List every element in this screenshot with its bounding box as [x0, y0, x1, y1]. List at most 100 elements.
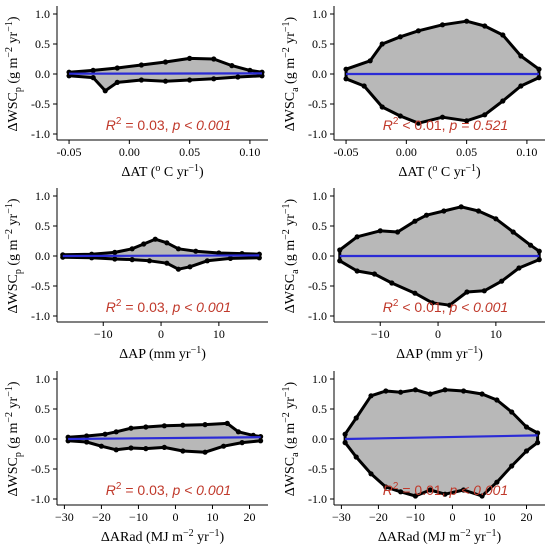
data-point [98, 443, 105, 449]
data-point [138, 62, 144, 68]
x-tick-label: −10 [129, 510, 148, 524]
x-label-end: ) [496, 530, 501, 545]
data-point [146, 258, 153, 264]
data-point [112, 256, 118, 262]
x-label-end: ) [219, 530, 224, 545]
y-label-unit: (g m [283, 58, 298, 88]
y-label-main: ΔWSC [6, 92, 21, 131]
x-label-main: ΔAT ( [398, 165, 432, 180]
data-point [534, 430, 541, 436]
data-point [518, 53, 524, 59]
y-tick-label: 0.0 [312, 67, 327, 81]
stats-annotation: R2 = 0.03, p < 0.001 [106, 298, 231, 315]
data-point [423, 212, 430, 218]
x-tick-label: 0.05 [179, 145, 200, 159]
data-point [84, 439, 90, 445]
x-tick-label: 0 [172, 510, 178, 524]
data-point [479, 391, 485, 397]
data-point [113, 447, 119, 453]
data-point [353, 415, 359, 421]
data-point [113, 429, 119, 435]
data-point [479, 493, 485, 499]
data-point [464, 118, 470, 124]
stat-r-sup: 2 [393, 298, 399, 309]
panel-p6: -1.0 -0.5 0.0 0.5 1.0 −30 −20 −10 0 10 20 ΔARad (MJ… [281, 371, 545, 545]
y-label-sup: −2 [4, 47, 15, 58]
data-point [202, 449, 208, 455]
x-label-sup2: −1 [209, 528, 220, 539]
data-point [460, 487, 467, 493]
x-tick-label: −10 [371, 327, 390, 341]
data-point [427, 391, 433, 397]
stat-p-value: p < 0.001 [171, 299, 231, 315]
data-point [114, 65, 120, 71]
data-point [447, 302, 453, 308]
y-tick-label: -0.5 [31, 462, 50, 476]
data-point [211, 56, 217, 62]
y-label-sup: −2 [281, 412, 292, 423]
y-tick-label: -0.5 [308, 279, 327, 293]
y-tick-label: 0.5 [312, 37, 327, 51]
y-axis-label: ΔWSCp (g m−2 yr−1) [4, 381, 24, 496]
x-tick-label: 0.10 [516, 145, 537, 159]
x-tick-label: -0.05 [57, 145, 82, 159]
y-label-sup: −2 [281, 229, 292, 240]
y-label-unit2: yr [6, 396, 21, 412]
y-label-end: ) [6, 381, 21, 386]
data-point [499, 278, 505, 284]
data-point [389, 280, 395, 286]
x-label-sup: o [155, 163, 160, 174]
data-point [337, 247, 343, 253]
y-axis-label: ΔWSCp (g m−2 yr−1) [4, 16, 24, 131]
y-label-sub: a [290, 87, 301, 92]
data-point [509, 409, 515, 415]
stat-r-sup: 2 [116, 116, 122, 127]
x-axis-label: ΔAT (o C yr−1) [398, 163, 481, 180]
x-tick-label: −30 [55, 510, 74, 524]
data-point [162, 59, 169, 65]
data-point [143, 424, 149, 430]
data-point [371, 271, 378, 277]
data-point [354, 268, 360, 274]
data-point [458, 204, 464, 210]
y-tick-label: 0.0 [35, 249, 50, 263]
x-label-sup2: −1 [465, 163, 476, 174]
data-point [379, 104, 385, 110]
x-label-sup: −1 [191, 345, 202, 356]
data-point [516, 265, 522, 271]
y-tick-label: 0.0 [312, 432, 327, 446]
data-point [342, 431, 348, 437]
data-point [415, 28, 421, 34]
stat-r2-value: < 0.01, [398, 299, 449, 315]
data-point [227, 255, 234, 261]
stat-p-value: p < 0.001 [448, 299, 508, 315]
x-label-main: ΔAT ( [121, 165, 155, 180]
stats-annotation: R2 = 0.03, p < 0.001 [106, 116, 231, 133]
data-point [129, 246, 135, 252]
y-label-end: ) [283, 198, 298, 203]
data-point [353, 454, 359, 460]
x-label-mid: ) [201, 347, 206, 362]
y-axis-label: ΔWSCa (g m−2 yr−1) [281, 198, 301, 313]
y-tick-label: 1.0 [35, 372, 50, 386]
data-point [536, 257, 542, 263]
x-label-main: ΔARad (MJ m [101, 530, 183, 545]
x-label-mid: C yr [437, 165, 465, 180]
x-tick-label: 10 [213, 327, 225, 341]
y-tick-label: -1.0 [31, 492, 50, 506]
y-tick-label: -0.5 [31, 97, 50, 111]
y-tick-label: 0.5 [312, 402, 327, 416]
data-point [397, 34, 403, 40]
data-point [343, 76, 349, 82]
fit-line [68, 436, 261, 441]
stat-p-value: p < 0.001 [171, 482, 231, 498]
y-label-unit: (g m [6, 58, 21, 88]
y-tick-label: 0.0 [35, 432, 50, 446]
y-label-sub: p [13, 87, 24, 92]
data-point [429, 300, 435, 306]
y-axis-label: ΔWSCa (g m−2 yr−1) [281, 381, 301, 496]
data-point [128, 445, 134, 451]
y-label-unit: (g m [283, 423, 298, 453]
x-tick-label: −30 [332, 510, 351, 524]
